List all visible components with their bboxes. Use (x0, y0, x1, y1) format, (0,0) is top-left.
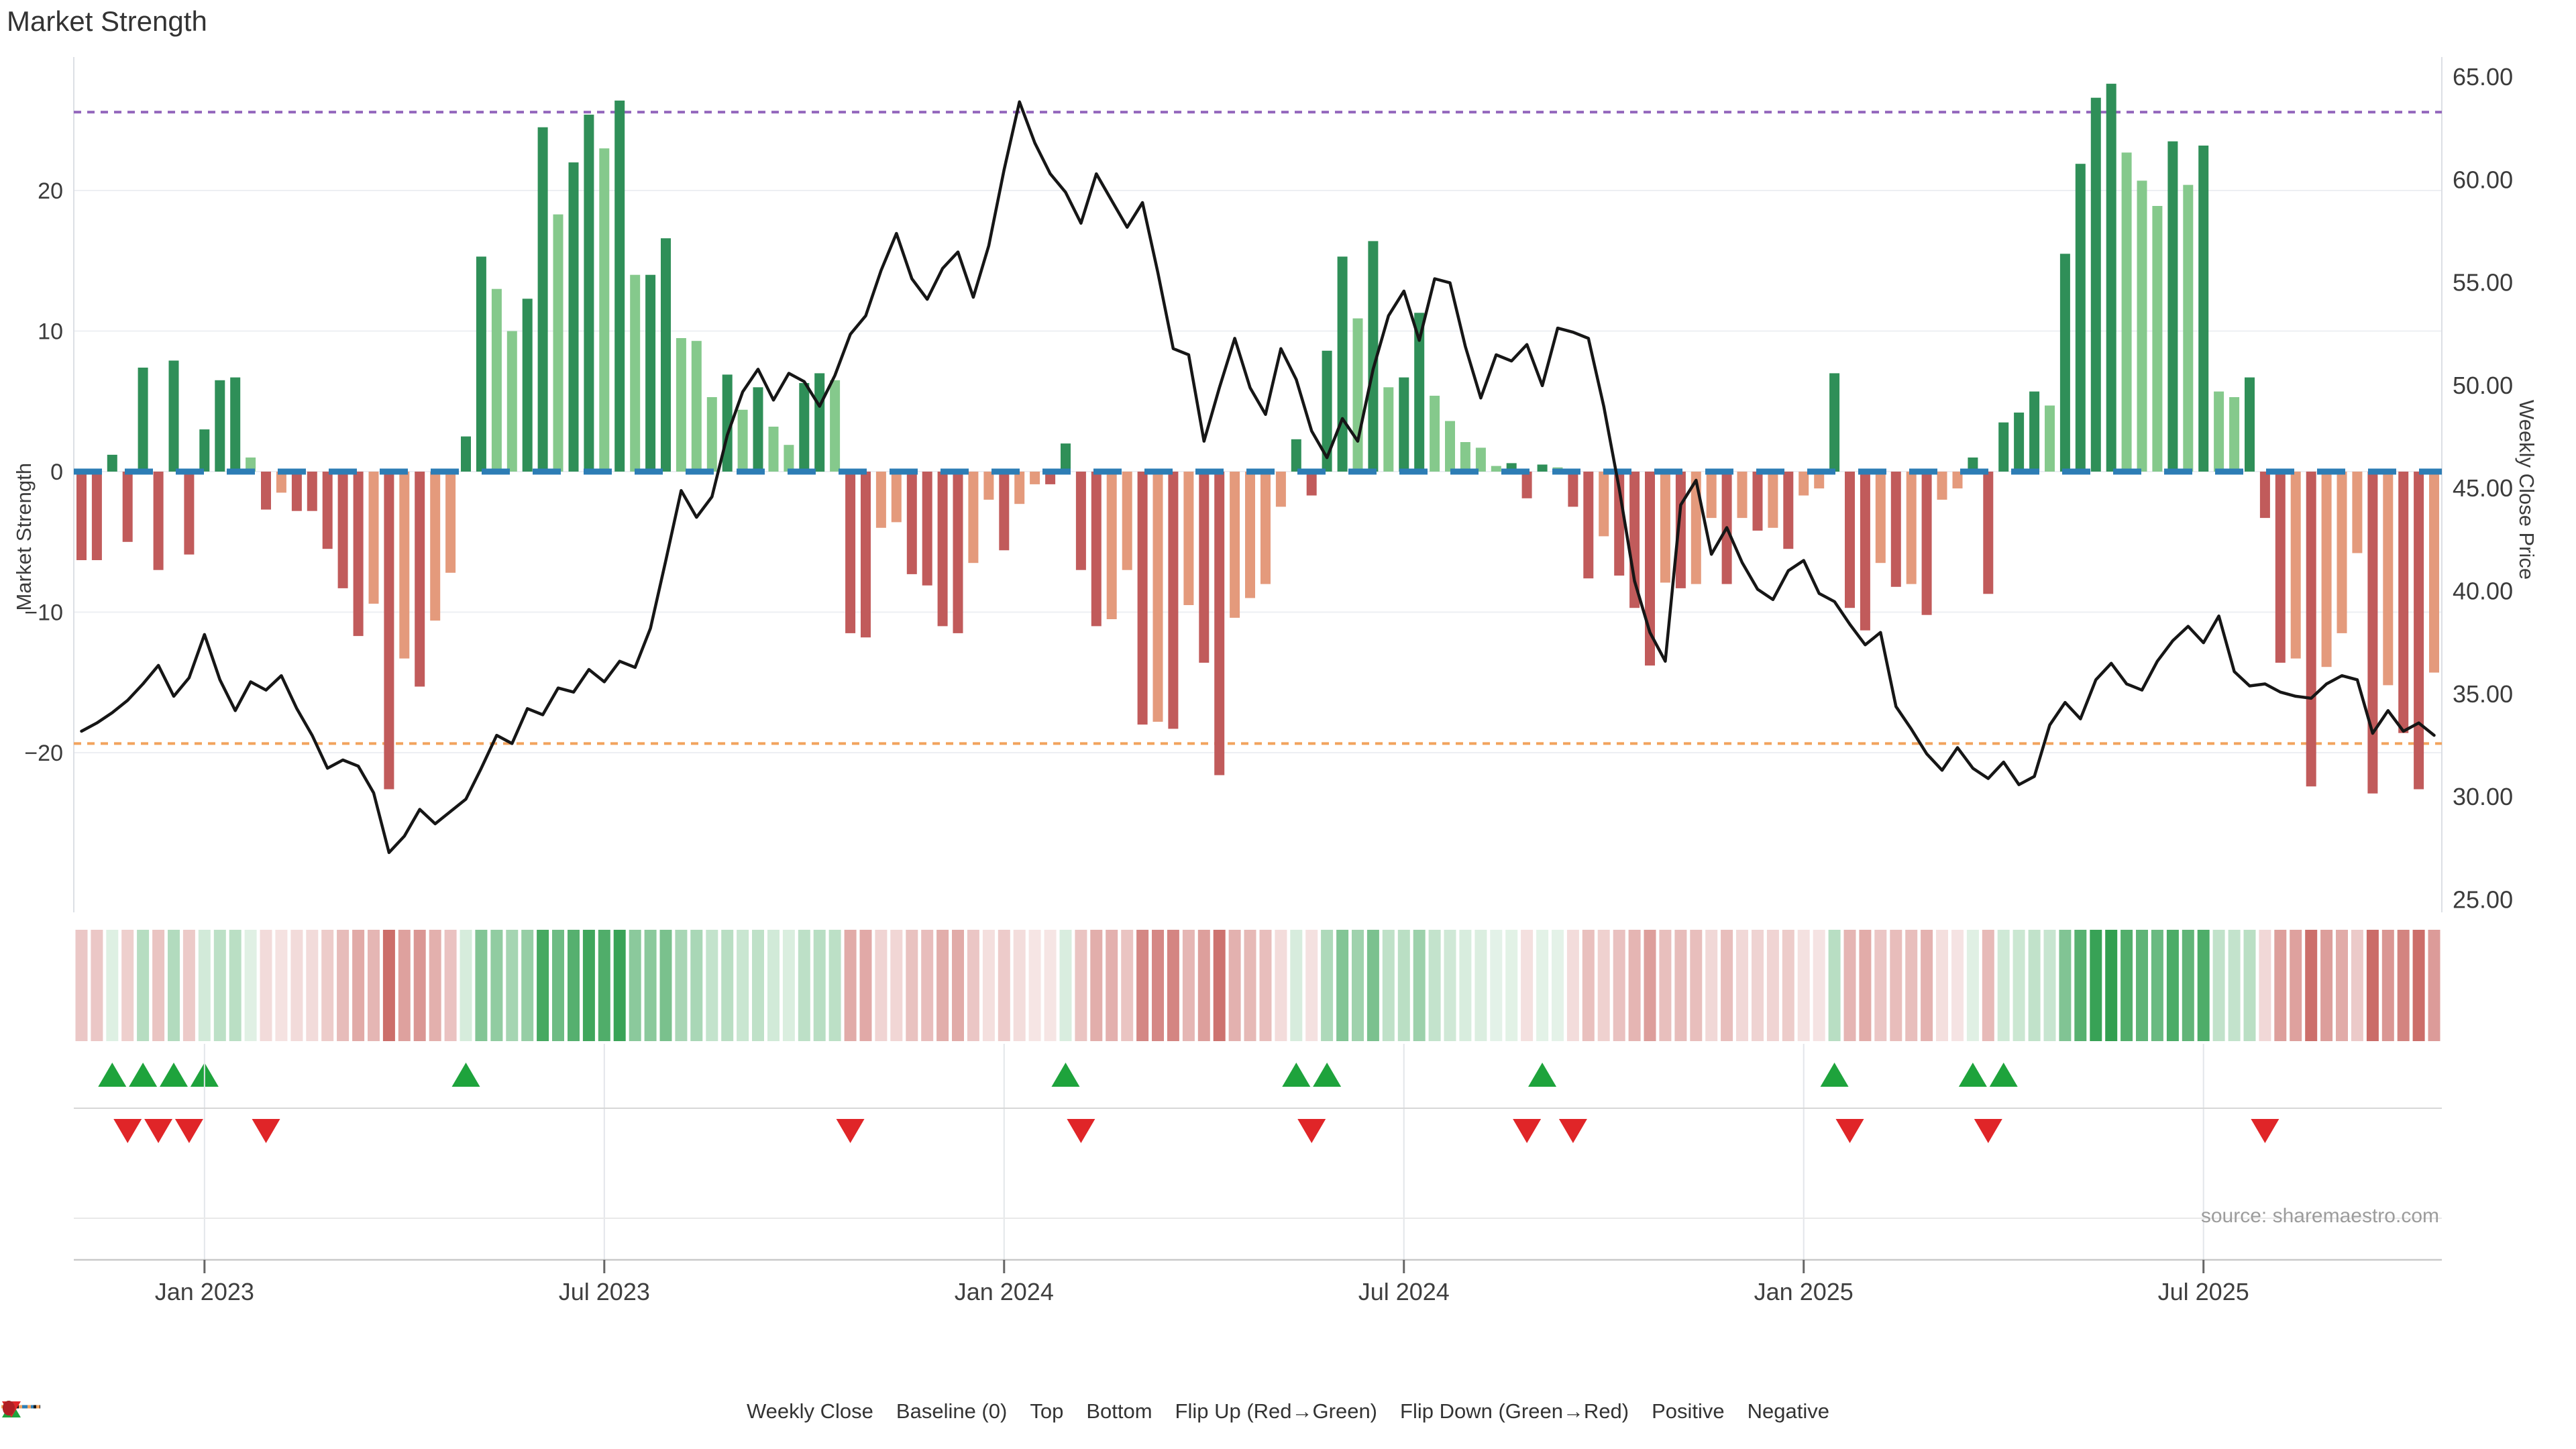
legend-label: Weekly Close (746, 1399, 873, 1423)
svg-text:65.00: 65.00 (2453, 63, 2513, 91)
legend-item-negative: Negative (3, 1399, 1830, 1424)
svg-text:Jul 2023: Jul 2023 (559, 1278, 650, 1305)
legend-label: Bottom (1086, 1399, 1152, 1423)
legend-item-top: Top (1, 1399, 1064, 1424)
legend-label: Baseline (0) (896, 1399, 1008, 1423)
svg-text:55.00: 55.00 (2453, 269, 2513, 297)
svg-text:−20: −20 (24, 741, 63, 766)
svg-text:Jan 2025: Jan 2025 (1754, 1278, 1854, 1305)
svg-text:10: 10 (38, 319, 63, 345)
svg-text:Jul 2025: Jul 2025 (2158, 1278, 2249, 1305)
legend-label: Flip Down (Green→Red) (1400, 1399, 1629, 1423)
grid-layer (73, 57, 2443, 912)
x-axis-layer: Jan 2023 Jul 2023 Jan 2024 Jul 2024 Jan 2025… (155, 1260, 2249, 1305)
strength-bars-layer (76, 83, 2439, 794)
bottom-dotted-icon (1, 1405, 40, 1409)
svg-text:50.00: 50.00 (2453, 372, 2513, 399)
y-axis-ticks-layer: 20 10 0 −10 −20 65.00 60.00 55.00 50.00 45.00 40.0… (24, 63, 2513, 913)
svg-text:Jan 2024: Jan 2024 (955, 1278, 1054, 1305)
legend: Weekly Close Baseline (0) Top Bottom Fli… (0, 1399, 2576, 1424)
svg-text:−10: −10 (24, 600, 63, 626)
right-axis-title: Weekly Close Price (2515, 400, 2538, 580)
svg-text:Jul 2024: Jul 2024 (1358, 1278, 1450, 1305)
legend-label: Positive (1652, 1399, 1725, 1423)
legend-label: Negative (1747, 1399, 1830, 1423)
svg-text:Jan 2023: Jan 2023 (155, 1278, 254, 1305)
svg-text:45.00: 45.00 (2453, 474, 2513, 502)
legend-item-weekly-close: Weekly Close (1, 1399, 873, 1424)
source-credit: source: sharemaestro.com (2200, 1205, 2439, 1227)
svg-text:20: 20 (38, 178, 63, 204)
legend-item-bottom: Bottom (1, 1399, 1152, 1424)
svg-text:25.00: 25.00 (2453, 885, 2513, 913)
negative-dot-icon (3, 1401, 15, 1415)
legend-item-flip-down: Flip Down (Green→Red) (2, 1399, 1629, 1424)
heat-strip (75, 930, 2440, 1041)
flip-markers-layer (98, 1063, 2279, 1143)
legend-label: Top (1030, 1399, 1064, 1423)
svg-text:40.00: 40.00 (2453, 578, 2513, 605)
svg-text:35.00: 35.00 (2453, 680, 2513, 708)
weekly-close-line-layer (80, 100, 2436, 855)
svg-text:30.00: 30.00 (2453, 783, 2513, 810)
svg-text:60.00: 60.00 (2453, 166, 2513, 193)
legend-item-positive: Positive (3, 1399, 1725, 1424)
legend-item-baseline: Baseline (0) (1, 1399, 1008, 1424)
legend-label: Flip Up (Red→Green) (1175, 1399, 1378, 1423)
svg-text:0: 0 (50, 460, 63, 485)
reference-lines-layer (74, 111, 2442, 745)
panel-lines-layer (74, 1044, 2442, 1261)
legend-item-flip-up: Flip Up (Red→Green) (2, 1399, 1378, 1424)
chart-title: Market Strength (7, 5, 207, 37)
